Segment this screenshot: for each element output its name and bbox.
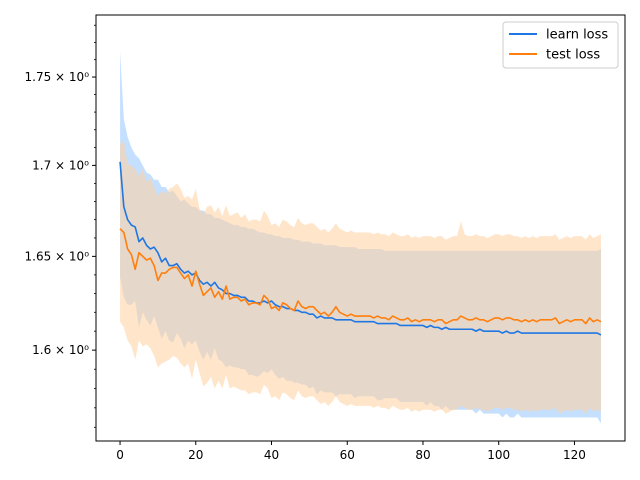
y-tick-label: 1.75 × 10⁰ bbox=[25, 70, 90, 84]
test-loss-line bbox=[119, 228, 602, 325]
y-tick-label: 1.7 × 10⁰ bbox=[32, 158, 89, 172]
series-lines bbox=[119, 161, 602, 336]
x-axis: 0 20 40 60 80 100 120 bbox=[116, 441, 586, 462]
legend-label: learn loss bbox=[546, 28, 608, 43]
learn-loss-line bbox=[119, 161, 602, 336]
test-loss-band bbox=[120, 140, 601, 414]
y-axis: 1.6 × 10⁰ 1.65 × 10⁰ 1.7 × 10⁰ 1.75 × 10⁰ bbox=[25, 24, 96, 428]
x-tick-label: 120 bbox=[563, 448, 586, 462]
x-tick-label: 40 bbox=[264, 448, 279, 462]
y-tick-label: 1.6 × 10⁰ bbox=[32, 343, 89, 357]
x-tick-label: 60 bbox=[340, 448, 355, 462]
legend: learn loss test loss bbox=[502, 21, 619, 69]
x-tick-label: 20 bbox=[188, 448, 203, 462]
plot-frame bbox=[95, 14, 626, 442]
x-tick-label: 80 bbox=[415, 448, 430, 462]
x-tick-label: 0 bbox=[116, 448, 124, 462]
y-tick-label: 1.65 × 10⁰ bbox=[25, 249, 90, 263]
x-tick-label: 100 bbox=[487, 448, 510, 462]
legend-label: test loss bbox=[546, 48, 600, 63]
